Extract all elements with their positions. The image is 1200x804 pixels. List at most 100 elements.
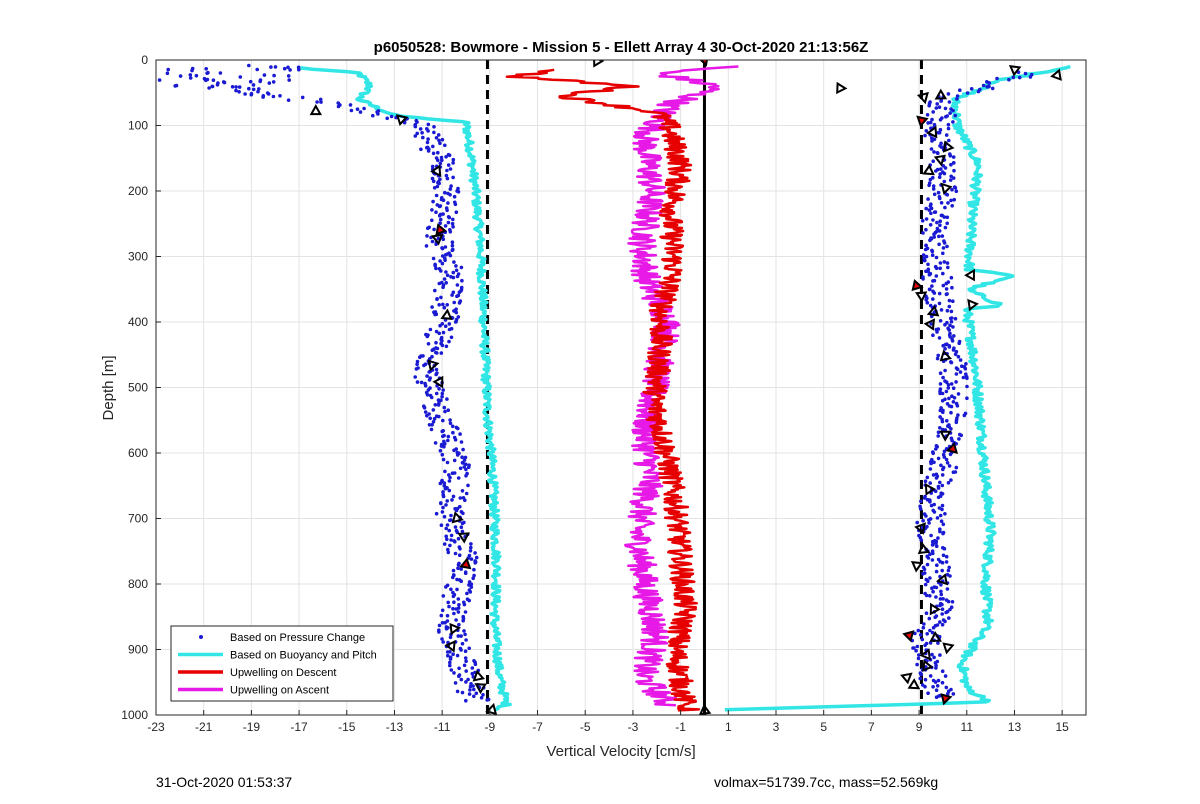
pressure-ascent-point <box>932 278 937 283</box>
y-tick-label: 900 <box>128 643 148 657</box>
y-tick-label: 0 <box>141 53 148 67</box>
pressure-ascent-point <box>927 518 931 522</box>
pressure-descent-point <box>447 528 452 533</box>
pressure-descent-point <box>460 641 465 646</box>
pressure-descent-point <box>319 100 323 104</box>
pressure-descent-point <box>432 416 437 421</box>
pressure-descent-point <box>443 620 447 625</box>
triangle-marker <box>919 648 931 661</box>
pressure-ascent-point <box>934 255 939 260</box>
pressure-surface-point <box>282 66 287 71</box>
x-tick-label: 5 <box>820 720 827 734</box>
pressure-ascent-point <box>938 172 942 176</box>
pressure-descent-point <box>425 374 429 378</box>
pressure-descent-point <box>428 416 433 421</box>
pressure-ascent-point <box>938 223 942 227</box>
pressure-ascent-point <box>935 330 939 334</box>
pressure-descent-point <box>451 494 456 499</box>
triangle-marker <box>933 154 947 167</box>
pressure-ascent-point <box>946 201 950 205</box>
pressure-descent-point <box>449 513 453 518</box>
pressure-ascent-point <box>953 352 958 357</box>
pressure-descent-point <box>479 696 484 700</box>
pressure-ascent-point <box>940 612 944 616</box>
pressure-descent-point <box>431 144 435 149</box>
triangle-marker <box>934 88 948 100</box>
pressure-ascent-point <box>923 133 927 138</box>
pressure-descent-point <box>440 452 445 457</box>
pressure-ascent-point <box>930 543 935 547</box>
pressure-descent-point <box>435 351 439 355</box>
pressure-ascent-point <box>935 220 939 225</box>
pressure-ascent-point <box>935 563 939 567</box>
pressure-descent-point <box>459 265 464 270</box>
pressure-descent-point <box>450 498 454 502</box>
pressure-ascent-point <box>941 553 946 558</box>
pressure-descent-point <box>448 663 452 668</box>
pressure-ascent-point <box>925 113 930 117</box>
pressure-ascent-point <box>944 685 949 690</box>
pressure-descent-point <box>452 611 456 616</box>
triangle-marker <box>922 659 934 672</box>
pressure-descent-point <box>456 634 461 638</box>
pressure-ascent-point <box>942 171 947 176</box>
pressure-surface-point <box>273 65 278 69</box>
pressure-descent-point <box>472 567 476 572</box>
triangle-marker <box>942 140 955 153</box>
reference-lines <box>485 60 923 715</box>
pressure-ascent-point <box>928 628 932 633</box>
triangle-marker <box>1050 68 1062 81</box>
pressure-surface-point <box>269 65 273 69</box>
pressure-descent-point <box>473 551 477 555</box>
pressure-descent-point <box>444 585 448 589</box>
pressure-ascent-point <box>924 297 928 302</box>
pressure-descent-point <box>455 587 459 592</box>
pressure-descent-point <box>438 217 443 222</box>
pressure-ascent-point <box>962 413 967 418</box>
pressure-ascent-point <box>943 368 947 373</box>
pressure-descent-point <box>470 671 475 676</box>
pressure-ascent-point <box>939 167 943 171</box>
pressure-ascent-point <box>946 599 951 604</box>
triangle-marker <box>427 359 440 372</box>
pressure-descent-point <box>440 261 445 266</box>
pressure-descent-point <box>437 630 441 634</box>
pressure-surface-point <box>206 70 210 75</box>
pressure-descent-point <box>420 131 424 135</box>
pressure-descent-point <box>446 434 451 439</box>
pressure-ascent-point <box>934 447 938 451</box>
pressure-ascent-point <box>949 360 954 365</box>
pressure-descent-point <box>433 441 438 445</box>
pressure-ascent-point <box>957 437 961 441</box>
pressure-descent-point <box>376 112 380 116</box>
triangle-marker <box>917 542 931 555</box>
pressure-descent-point <box>460 489 465 493</box>
legend-label: Based on Buoyancy and Pitch <box>230 650 377 662</box>
pressure-descent-point <box>422 406 427 410</box>
pressure-descent-point <box>440 429 445 434</box>
pressure-ascent-point <box>950 204 954 208</box>
pressure-surface-point <box>204 67 208 71</box>
pressure-ascent-point <box>929 147 934 151</box>
pressure-ascent-point <box>947 304 952 309</box>
pressure-surface-point <box>190 68 194 73</box>
pressure-ascent-point <box>938 266 942 271</box>
pressure-descent-point <box>445 537 449 542</box>
pressure-descent-point <box>441 212 445 216</box>
pressure-ascent-point <box>950 600 955 604</box>
pressure-ascent-point <box>943 347 947 351</box>
x-tick-label: -5 <box>580 720 591 734</box>
pressure-descent-point <box>438 141 442 146</box>
pressure-descent-point <box>421 135 425 140</box>
pressure-ascent-point <box>1017 75 1022 80</box>
pressure-descent-point <box>458 547 462 551</box>
y-tick-label: 300 <box>128 250 148 264</box>
pressure-ascent-point <box>939 583 943 587</box>
pressure-ascent-point <box>948 452 953 457</box>
pressure-descent-point <box>474 691 479 696</box>
pressure-descent-point <box>426 388 431 392</box>
pressure-descent-point <box>448 253 453 258</box>
pressure-descent-point <box>440 391 445 396</box>
pressure-ascent-point <box>931 175 935 180</box>
pressure-ascent-point <box>931 451 935 456</box>
